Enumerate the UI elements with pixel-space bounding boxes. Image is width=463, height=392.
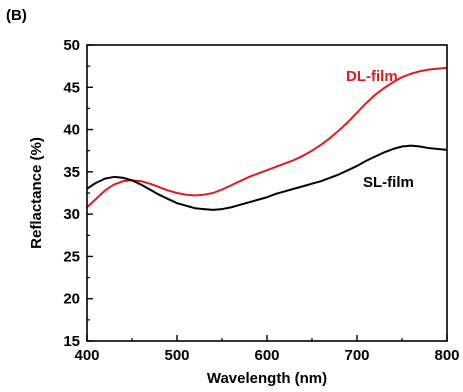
series-line-sl-film <box>86 144 448 211</box>
panel-label: (B) <box>6 7 27 24</box>
y-tick-label: 45 <box>63 79 80 96</box>
plot-frame <box>86 44 448 342</box>
x-axis-title: Wavelength (nm) <box>207 370 327 387</box>
y-tick-label: 35 <box>63 164 80 181</box>
x-tick-label: 500 <box>164 347 189 364</box>
x-tick-label: 400 <box>74 347 99 364</box>
series-line-dl-film <box>86 66 448 209</box>
x-tick-label: 600 <box>254 347 279 364</box>
y-tick-label: 40 <box>63 122 80 139</box>
y-tick-label: 25 <box>63 248 80 265</box>
x-tick-label: 700 <box>344 347 369 364</box>
y-tick-label: 50 <box>63 37 80 54</box>
series-label-dl-film: DL-film <box>346 68 398 85</box>
x-tick-label: 800 <box>434 347 459 364</box>
y-tick-label: 30 <box>63 206 80 223</box>
y-tick-label: 20 <box>63 291 80 308</box>
y-tick-label: 15 <box>63 333 80 350</box>
y-axis-title: Reflactance (%) <box>28 137 45 249</box>
series-label-sl-film: SL-film <box>363 174 414 191</box>
